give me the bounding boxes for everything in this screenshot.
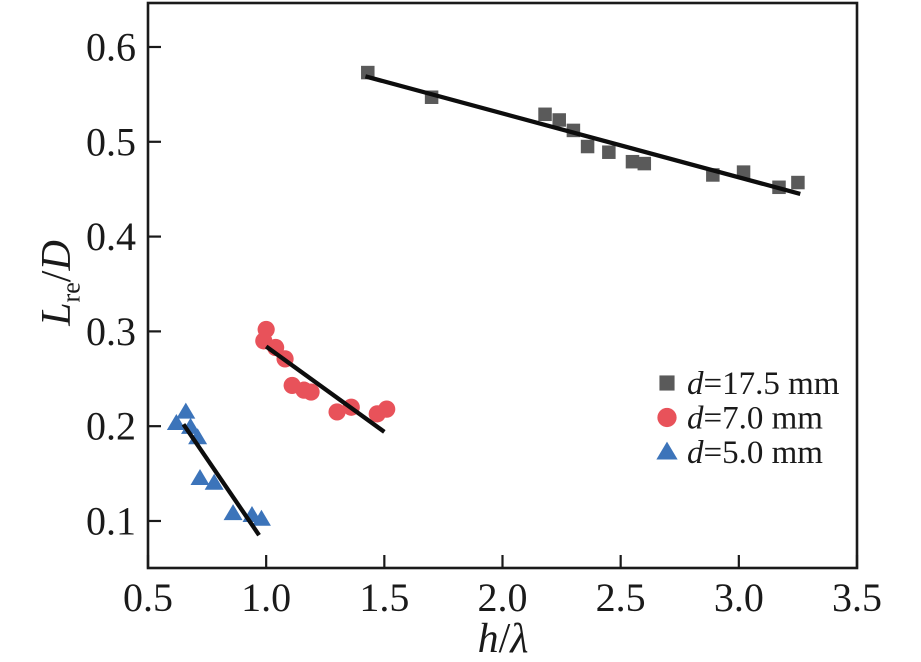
- legend-swatch-triangle: [656, 441, 678, 460]
- data-point-square: [580, 139, 595, 154]
- fit-line: [364, 74, 801, 197]
- y-tick-label: 0.3: [86, 309, 136, 354]
- x-axis-title: h/λ: [478, 616, 529, 662]
- legend-label: d=7.0 mm: [687, 401, 823, 437]
- legend-item: d=17.5 mm: [659, 366, 840, 402]
- series-square: [361, 65, 805, 195]
- data-point-square: [602, 145, 616, 159]
- y-tick-label: 0.5: [86, 119, 136, 164]
- data-point-triangle: [166, 414, 186, 431]
- data-point-circle: [328, 403, 346, 421]
- data-point-triangle: [223, 504, 243, 521]
- fit-line: [181, 423, 261, 537]
- series-circle: [255, 320, 396, 423]
- data-point-circle: [302, 383, 320, 401]
- data-point-triangle: [251, 509, 271, 526]
- y-tick-label: 0.6: [86, 24, 136, 69]
- x-tick-label: 3.5: [832, 575, 882, 620]
- data-point-square: [552, 113, 566, 127]
- y-tick-label: 0.1: [86, 498, 136, 543]
- fit-line: [264, 344, 386, 434]
- y-axis-title: Lre/D: [34, 240, 85, 327]
- legend-swatch-square: [659, 375, 675, 391]
- data-point-square: [625, 154, 640, 169]
- data-point-triangle: [204, 473, 224, 490]
- data-point-square: [538, 107, 552, 122]
- data-point-square: [637, 156, 652, 171]
- legend-label: d=5.0 mm: [687, 435, 823, 471]
- data-point-triangle: [176, 402, 196, 419]
- legend-label: d=17.5 mm: [687, 366, 840, 402]
- series-triangle: [166, 402, 271, 526]
- x-tick-label: 2.0: [478, 575, 528, 620]
- x-tick-label: 3.0: [714, 575, 764, 620]
- data-point-circle: [378, 400, 396, 418]
- data-point-square: [791, 175, 805, 190]
- legend-swatch-circle: [657, 407, 677, 428]
- y-tick-label: 0.2: [86, 404, 136, 449]
- legend-item: d=7.0 mm: [657, 401, 823, 437]
- data-point-triangle: [190, 469, 210, 486]
- x-tick-label: 1.5: [359, 575, 409, 620]
- x-tick-label: 0.5: [123, 575, 173, 620]
- legend-item: d=5.0 mm: [656, 435, 823, 471]
- x-tick-label: 2.5: [596, 575, 646, 620]
- plot-border: [146, 1, 859, 570]
- x-tick-label: 1.0: [241, 575, 291, 620]
- y-tick-label: 0.4: [86, 214, 136, 259]
